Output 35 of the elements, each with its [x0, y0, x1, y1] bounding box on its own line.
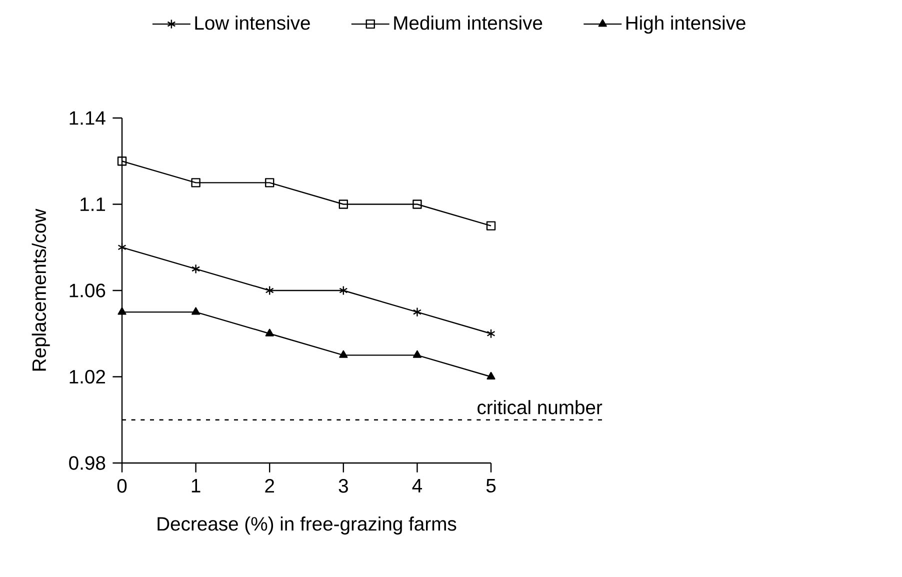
point [486, 372, 496, 380]
y-axis-title: Replacements/cow [32, 208, 50, 371]
legend-label: Medium intensive [394, 16, 542, 30]
x-tick-label: 0 [117, 479, 127, 493]
point [265, 286, 274, 296]
y-tick-label: 1.1 [80, 198, 106, 211]
point [265, 178, 274, 188]
x-axis-title: Decrease (%) in free-grazing farms [158, 516, 456, 535]
point [486, 221, 496, 230]
ref-line-label: critical number [478, 400, 602, 414]
point [117, 156, 127, 166]
point [192, 264, 200, 274]
point [338, 200, 348, 209]
point [118, 307, 126, 315]
x-tick-label: 1 [192, 479, 200, 492]
x-tick-label: 5 [486, 479, 496, 493]
legend-label: Low intensive [195, 16, 310, 30]
point [339, 286, 348, 296]
point [339, 350, 348, 358]
point [191, 178, 200, 188]
point [486, 328, 496, 338]
x-tick-label: 2 [265, 479, 274, 493]
y-tick-label: 1.06 [70, 284, 106, 298]
point [118, 242, 126, 252]
point [412, 200, 422, 209]
point [412, 307, 422, 317]
point [412, 350, 422, 358]
point [265, 328, 274, 336]
y-tick-label: 1.14 [70, 111, 106, 125]
x-tick-label: 4 [412, 479, 422, 492]
x-tick-label: 3 [338, 479, 348, 493]
y-tick-label: 0.98 [69, 456, 106, 470]
legend-label: High intensive [626, 16, 746, 34]
y-tick-label: 1.02 [70, 370, 105, 384]
point [192, 307, 200, 315]
